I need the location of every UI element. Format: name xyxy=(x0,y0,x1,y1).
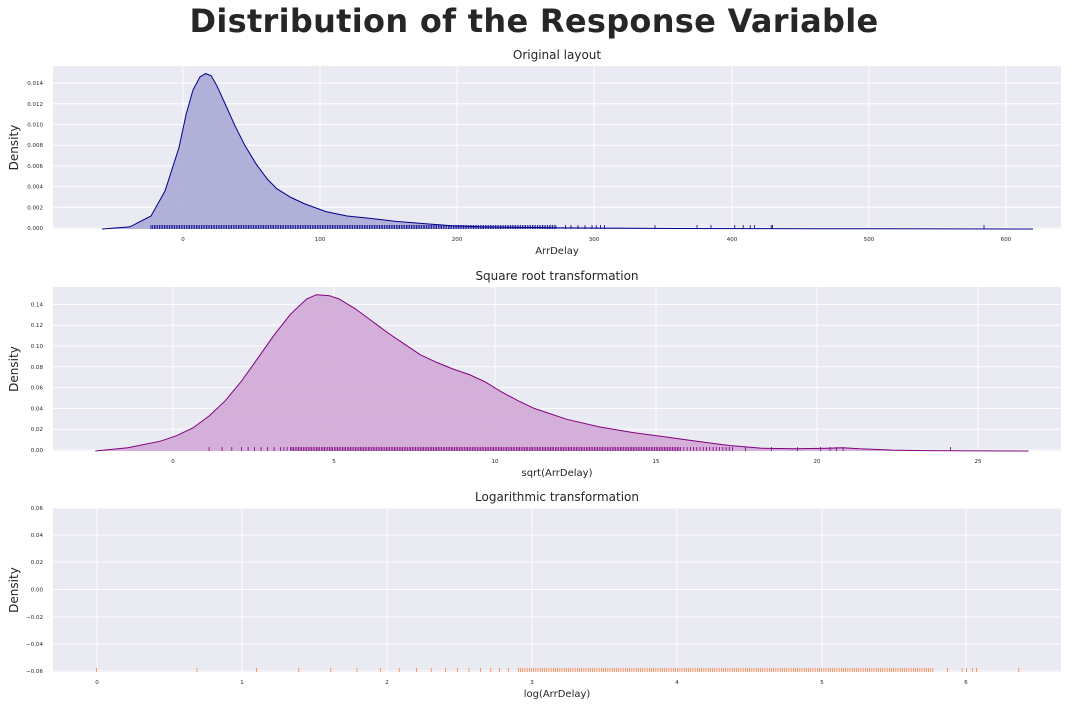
y-tick-label: 0.06 xyxy=(31,506,44,512)
y-tick-label: 0.02 xyxy=(31,560,43,566)
x-tick-label: 5 xyxy=(332,459,336,465)
y-tick-label: 0.04 xyxy=(31,533,44,539)
x-tick-label: 4 xyxy=(675,680,679,686)
x-tick-label: 15 xyxy=(653,459,660,465)
x-tick-label: 300 xyxy=(589,237,600,243)
x-tick-label: 2 xyxy=(385,680,389,686)
x-axis-label: log(ArrDelay) xyxy=(524,689,591,700)
subplot-3: −0.06 −0.04 −0.02 0.00 0.02 0.04 0.06 0 1 2 3 4 5 6 Lo… xyxy=(7,490,1061,700)
kde-fill xyxy=(95,294,1029,451)
y-tick-label: 0.004 xyxy=(27,185,43,191)
x-axis-label: sqrt(ArrDelay) xyxy=(522,468,593,479)
x-tick-label: 10 xyxy=(492,459,499,465)
y-tick-label: −0.06 xyxy=(26,669,43,675)
x-tick-label: 0 xyxy=(181,237,185,243)
y-tick-label: 0.002 xyxy=(27,205,43,211)
y-tick-label: 0.000 xyxy=(27,226,43,232)
x-tick-label: 5 xyxy=(820,680,824,686)
x-axis-label: ArrDelay xyxy=(535,246,579,257)
subplot-title: Logarithmic transformation xyxy=(475,490,639,504)
y-tick-label: 0.04 xyxy=(31,406,44,412)
x-tick-label: 0 xyxy=(171,459,175,465)
subplot-title: Square root transformation xyxy=(475,269,638,283)
x-tick-label: 100 xyxy=(315,237,326,243)
kde-line xyxy=(101,73,1034,230)
subplot-1: 0.000 0.002 0.004 0.006 0.008 0.010 0.012 0.014… xyxy=(7,48,1061,257)
subplot-title: Original layout xyxy=(513,48,602,62)
kde-line xyxy=(95,294,1029,452)
rug xyxy=(150,225,985,229)
y-axis-label: Density xyxy=(7,125,21,171)
x-tick-label: 500 xyxy=(864,237,875,243)
x-tick-label: 400 xyxy=(727,237,738,243)
x-tick-label: 1 xyxy=(240,680,244,686)
y-tick-label: 0.08 xyxy=(31,365,44,371)
y-tick-label: 0.010 xyxy=(27,123,43,129)
figure-title: Distribution of the Response Variable xyxy=(189,2,879,40)
x-tick-label: 20 xyxy=(814,459,821,465)
rug xyxy=(208,447,951,451)
y-tick-label: 0.012 xyxy=(27,102,43,108)
y-axis-label: Density xyxy=(7,567,21,613)
x-tick-label: 25 xyxy=(975,459,982,465)
y-tick-label: 0.00 xyxy=(31,448,44,454)
y-tick-label: 0.12 xyxy=(31,323,43,329)
x-tick-label: 0 xyxy=(95,680,99,686)
x-tick-label: 600 xyxy=(1001,237,1012,243)
y-tick-label: 0.00 xyxy=(31,588,44,594)
kde-fill xyxy=(102,73,1033,229)
y-tick-label: −0.04 xyxy=(26,642,43,648)
y-tick-label: 0.14 xyxy=(31,302,44,308)
y-tick-label: 0.02 xyxy=(31,427,43,433)
y-tick-label: 0.06 xyxy=(31,386,44,392)
y-tick-label: 0.006 xyxy=(27,164,43,170)
subplot-2: 0.00 0.02 0.04 0.06 0.08 0.10 0.12 0.14 0 5 10 15 20… xyxy=(7,269,1061,479)
y-tick-label: 0.008 xyxy=(27,143,43,149)
y-tick-label: 0.10 xyxy=(31,344,44,350)
y-tick-label: −0.02 xyxy=(26,615,43,621)
x-tick-label: 3 xyxy=(530,680,534,686)
x-tick-label: 6 xyxy=(964,680,968,686)
y-axis-label: Density xyxy=(7,346,21,392)
y-tick-label: 0.014 xyxy=(27,81,43,87)
rug xyxy=(96,668,1020,672)
x-tick-label: 200 xyxy=(452,237,463,243)
